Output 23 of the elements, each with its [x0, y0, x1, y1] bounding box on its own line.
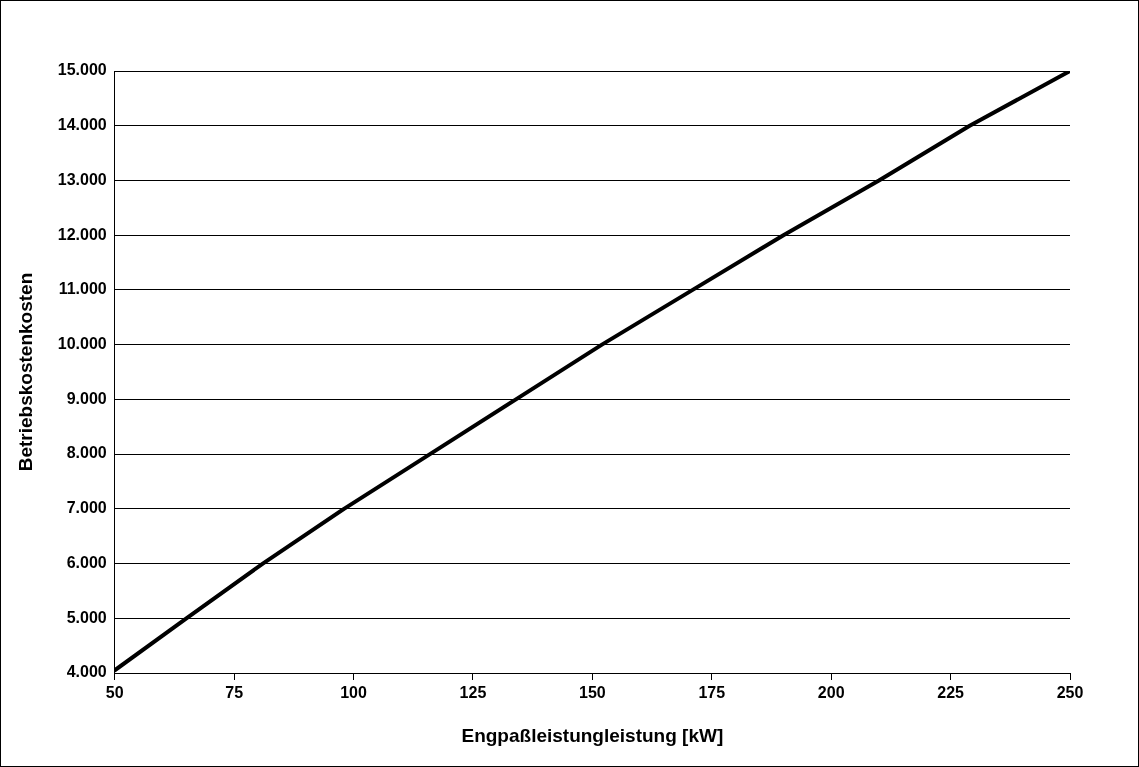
- y-tick-label: 6.000: [66, 553, 107, 571]
- y-tick-label: 7.000: [66, 499, 107, 517]
- y-axis-title: Betriebskostenkosten: [14, 272, 36, 472]
- y-tick-label: 9.000: [66, 389, 107, 407]
- y-tick-label: 4.000: [66, 663, 107, 681]
- x-tick-label: 75: [225, 684, 244, 702]
- x-tick-label: 100: [340, 684, 367, 702]
- x-tick-label: 175: [698, 684, 726, 702]
- y-tick-label: 12.000: [57, 225, 107, 243]
- x-tick-label: 50: [105, 684, 124, 702]
- x-tick-label: 200: [817, 684, 845, 702]
- y-tick-label: 15.000: [57, 61, 107, 79]
- y-tick-label: 8.000: [66, 444, 107, 462]
- y-tick-label: 5.000: [66, 608, 107, 626]
- y-tick-label: 14.000: [57, 116, 107, 134]
- y-tick-label: 13.000: [57, 170, 107, 188]
- y-tick-label: 10.000: [57, 335, 107, 353]
- x-tick-label: 150: [579, 684, 606, 702]
- y-tick-label: 11.000: [58, 280, 107, 298]
- x-tick-label: 250: [1056, 684, 1084, 702]
- x-tick-label: 125: [459, 684, 487, 702]
- x-tick-label: 225: [937, 684, 965, 702]
- x-axis-title: Engpaßleistungleistung [kW]: [461, 724, 724, 746]
